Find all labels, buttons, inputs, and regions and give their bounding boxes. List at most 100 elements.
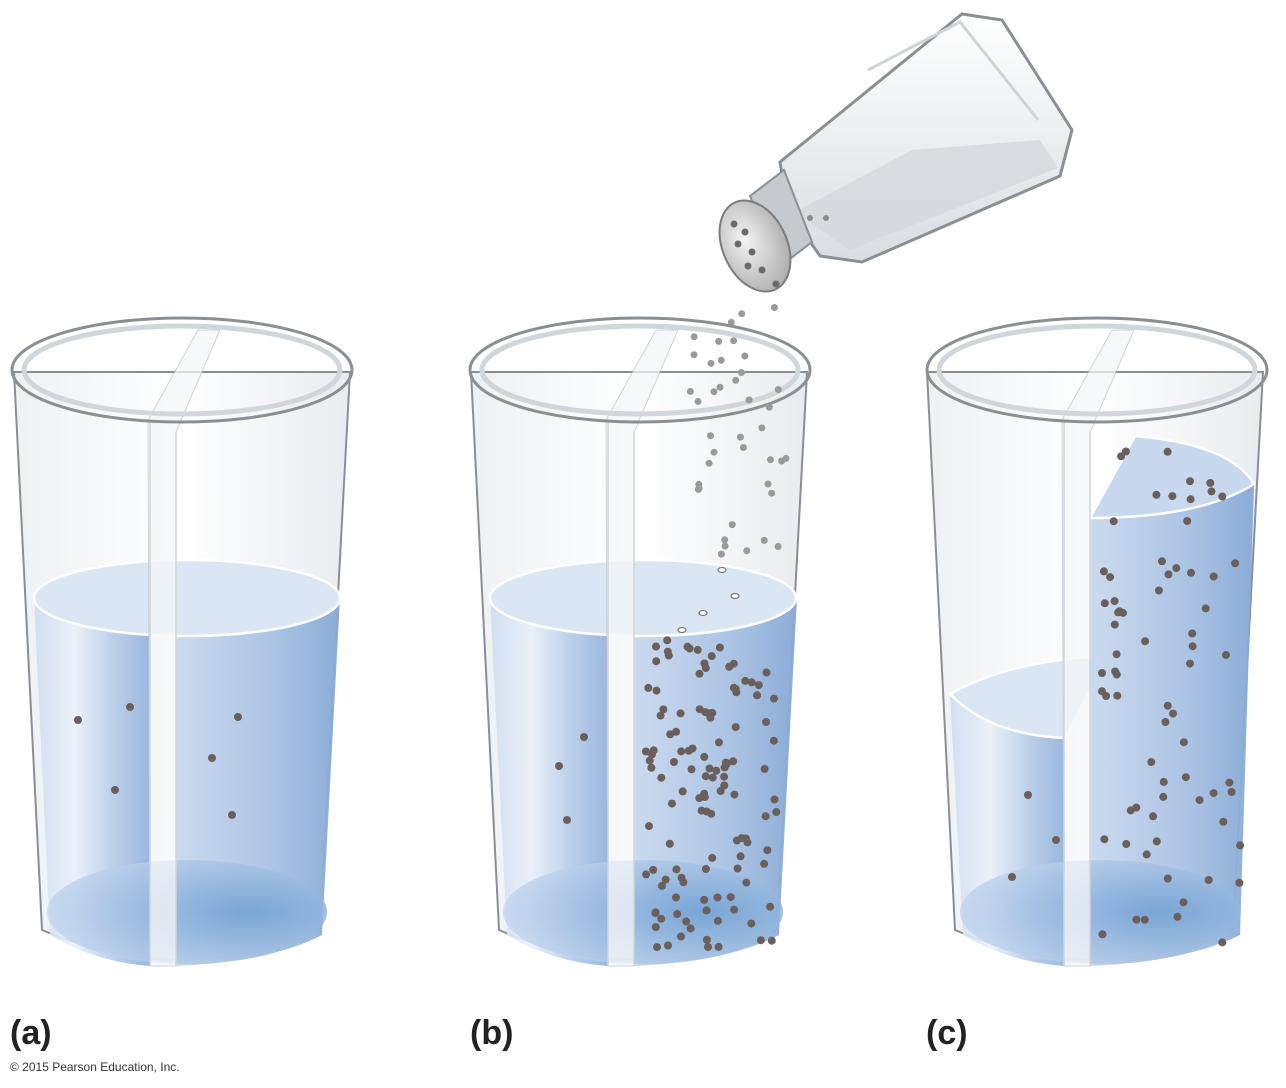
solute-particle-icon [700, 659, 709, 668]
solute-particle-icon [652, 657, 661, 666]
solute-particle-icon [1102, 692, 1111, 700]
cap-holes [730, 220, 780, 288]
solute-particle-icon [731, 723, 740, 732]
solute-particle-icon [725, 662, 734, 671]
solute-particle-icon [1201, 604, 1210, 613]
solute-particle-icon [774, 386, 782, 394]
water-bottom [960, 860, 1240, 964]
solute-particle-icon [1109, 517, 1118, 526]
solute-particle-icon [682, 917, 691, 926]
solute-particle-icon [652, 686, 661, 695]
solute-particle-icon [1186, 495, 1195, 504]
solute-particle-icon [730, 790, 739, 799]
solute-particle-icon [666, 730, 675, 739]
water-right [1090, 484, 1254, 966]
solute-particle-icon [1152, 490, 1161, 499]
solute-particle-icon [563, 816, 571, 824]
solute-particle-icon [754, 681, 763, 690]
solute-particle-icon [1110, 597, 1119, 606]
solute-particle-icon [1187, 568, 1195, 577]
solute-particle-icon [672, 893, 680, 902]
solute-particle-icon [695, 480, 703, 488]
solute-particle-icon [1052, 836, 1060, 844]
solute-particle-icon [1188, 629, 1197, 638]
copyright-notice: © 2015 Pearson Education, Inc. [10, 1060, 180, 1074]
solute-particle-icon [1100, 835, 1109, 844]
solute-particle-icon [677, 747, 686, 756]
solute-particle-icon [701, 772, 710, 781]
solute-particle-icon [710, 388, 718, 396]
solute-particle-icon [721, 542, 729, 550]
solute-particle-icon [1024, 791, 1032, 799]
solute-particle-icon [1209, 572, 1218, 581]
solute-particle-icon [733, 864, 742, 873]
solute-particle-icon [1179, 898, 1188, 907]
solute-particle-icon [1181, 773, 1190, 782]
solute-particle-icon [208, 754, 216, 762]
solute-particle-icon [701, 865, 710, 873]
solute-particle-icon [1218, 938, 1227, 947]
solute-particle-icon [661, 875, 670, 884]
solute-particle-icon [686, 924, 695, 933]
panel-label-a: (a) [10, 1014, 52, 1052]
solute-particle-icon [580, 733, 588, 741]
solute-particle-icon [1179, 738, 1188, 747]
solute-particle-icon [684, 746, 693, 755]
solute-particle-icon [653, 943, 662, 952]
solute-particle-icon [720, 781, 729, 790]
solute-particle-icon [765, 403, 773, 411]
solute-particle-icon [656, 711, 665, 720]
solute-particle-icon [1100, 599, 1109, 608]
beaker-b [468, 304, 812, 967]
solute-particle-icon [1141, 637, 1150, 646]
solute-particles-b-left [555, 733, 588, 824]
beaker-rim [468, 316, 812, 424]
solute-particle-icon [732, 688, 741, 697]
falling-salt-particles [686, 304, 790, 558]
solute-particle-icon [729, 757, 738, 766]
solute-particle-icon [1106, 573, 1115, 582]
solute-particle-icon [1154, 586, 1163, 595]
solute-particle-icon [738, 310, 746, 318]
solute-particle-icon [715, 643, 724, 652]
solute-particle-icon [747, 678, 756, 687]
solute-particle-icon [741, 352, 749, 360]
solute-particle-icon [663, 636, 672, 645]
solute-particle-icon [728, 521, 736, 529]
beaker-rim [10, 316, 354, 424]
solute-particle-icon [760, 859, 769, 868]
solute-particle-icon [1111, 667, 1120, 676]
solute-particle-icon [1219, 817, 1228, 826]
solute-particle-icon [762, 718, 770, 726]
solute-particle-icon [707, 652, 716, 661]
water-surface [488, 558, 798, 638]
solute-particle-icon [720, 772, 729, 781]
solute-particle-icon [721, 536, 729, 544]
solute-particle-icon [1142, 850, 1151, 859]
solute-particle-icon [648, 750, 656, 759]
panel-label-b: (b) [470, 1014, 514, 1052]
solute-particle-icon [1195, 796, 1204, 805]
solute-particle-icon [1231, 559, 1240, 568]
solute-particle-icon [665, 839, 674, 848]
solute-particle-icon [705, 459, 713, 467]
solute-particle-icon [766, 902, 775, 911]
water-bottom [503, 860, 783, 964]
solute-particle-icon [1158, 557, 1166, 566]
solute-particles-c-right [1098, 447, 1245, 947]
solute-particle-icon [1173, 912, 1182, 921]
solute-particle-icon [1188, 642, 1197, 651]
solute-particle-icon [1222, 651, 1230, 659]
solute-particle-icon [736, 852, 745, 861]
solute-particle-icon [726, 893, 735, 902]
solute-particle-icon [1163, 701, 1172, 710]
water-surface [32, 558, 342, 638]
solute-particle-icon [1132, 915, 1141, 924]
solute-particles-c-left [1008, 791, 1060, 881]
solute-particle-icon [702, 906, 711, 915]
solute-particles-b-right [641, 636, 781, 952]
solute-particle-icon [649, 865, 658, 874]
solute-particles-a [74, 703, 242, 819]
salt-shaker-icon [718, 12, 1074, 293]
solute-particle-icon [672, 865, 681, 874]
